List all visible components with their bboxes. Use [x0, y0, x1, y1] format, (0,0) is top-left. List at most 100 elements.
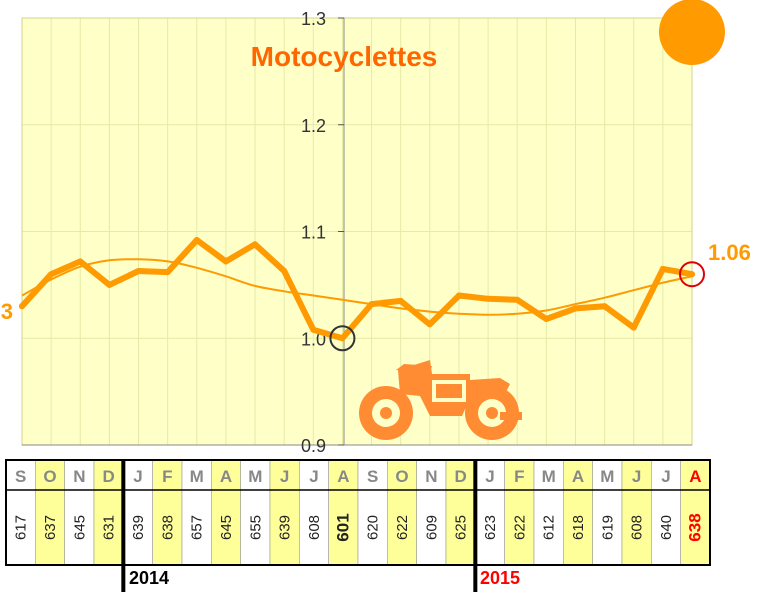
end-marker — [679, 261, 705, 288]
chart-title: Motocyclettes — [251, 41, 438, 72]
month-label: S — [367, 467, 378, 486]
count-label: 655 — [247, 515, 264, 540]
count-label: 608 — [306, 515, 323, 540]
count-cell — [504, 489, 535, 566]
count-label: 622 — [394, 515, 411, 540]
month-label: N — [73, 467, 85, 486]
count-label: 620 — [365, 515, 382, 540]
month-cell — [416, 459, 447, 491]
min-marker — [329, 325, 356, 352]
month-label: M — [542, 467, 556, 486]
month-label: J — [485, 467, 494, 486]
count-label: 639 — [130, 515, 147, 540]
data-point — [222, 258, 229, 265]
data-point — [630, 324, 637, 331]
data-point — [397, 297, 404, 304]
count-label: 608 — [629, 515, 646, 540]
start-value-label: 3 — [1, 299, 13, 324]
data-point — [48, 271, 55, 278]
data-point — [601, 303, 608, 310]
count-label: 631 — [101, 515, 118, 540]
year-label-2014: 2014 — [129, 568, 169, 588]
orange-dot-icon — [659, 0, 725, 65]
count-label: 612 — [541, 515, 558, 540]
count-label: 625 — [453, 515, 470, 540]
grid — [21, 17, 693, 446]
data-point — [281, 267, 288, 274]
month-label: O — [395, 467, 408, 486]
count-label: 601 — [333, 513, 352, 541]
trend-line — [21, 258, 693, 316]
month-label: S — [15, 467, 26, 486]
year-row: 2014 2015 — [129, 568, 520, 588]
motorcycle-icon — [359, 360, 522, 440]
month-cell — [445, 459, 476, 491]
count-label: 638 — [159, 515, 176, 540]
month-label: O — [43, 467, 56, 486]
count-cell — [416, 489, 447, 566]
month-label: A — [220, 467, 232, 486]
data-point — [426, 321, 433, 328]
count-cell — [123, 489, 153, 566]
month-label: F — [514, 467, 524, 486]
month-cell — [592, 459, 623, 491]
count-label: 618 — [570, 515, 587, 540]
month-label: F — [162, 467, 172, 486]
data-point — [77, 258, 84, 265]
count-label: 609 — [423, 515, 440, 540]
data-point — [106, 281, 113, 288]
table-border — [5, 459, 711, 566]
month-cell — [269, 459, 300, 491]
count-label: 639 — [277, 515, 294, 540]
year-label-2015: 2015 — [480, 568, 520, 588]
data-point — [310, 326, 317, 333]
data-point — [485, 295, 492, 302]
month-label: A — [689, 467, 701, 486]
month-cell — [328, 459, 359, 491]
data-point — [339, 335, 346, 342]
count-cell — [35, 489, 65, 566]
count-cell — [592, 489, 623, 566]
month-cell — [621, 459, 652, 491]
count-label: 623 — [482, 515, 499, 540]
count-label: 638 — [685, 513, 704, 541]
month-label: J — [280, 467, 289, 486]
data-point — [572, 305, 579, 312]
month-label: J — [133, 467, 142, 486]
count-cell — [64, 489, 95, 566]
month-label: M — [248, 467, 262, 486]
count-label: 619 — [599, 515, 616, 540]
count-label: 640 — [658, 515, 675, 540]
count-cell — [357, 489, 388, 566]
count-cell — [5, 489, 36, 566]
month-label: J — [632, 467, 641, 486]
data-point — [514, 296, 521, 303]
count-label: 637 — [42, 515, 59, 540]
count-label: 617 — [13, 515, 30, 540]
count-cell — [181, 489, 212, 566]
month-cell — [475, 459, 505, 491]
count-cell — [563, 489, 593, 566]
data-point — [135, 267, 142, 274]
end-value-label: 1.06 — [708, 240, 751, 265]
count-cell — [680, 489, 711, 566]
month-label: M — [600, 467, 614, 486]
month-label: D — [455, 467, 467, 486]
count-label: 622 — [511, 515, 528, 540]
y-tick-label: 1.1 — [301, 223, 326, 243]
month-table: S 617 O 637 N 645 D 631 J 639 F 638 M 657 A 645 M 655 J 639… — [5, 459, 711, 592]
y-ticks: 0.91.01.11.21.3 — [301, 9, 344, 456]
month-cell — [93, 459, 124, 491]
data-point — [164, 269, 171, 276]
series-points — [19, 237, 695, 342]
month-label: J — [309, 467, 318, 486]
y-tick-label: 0.9 — [301, 436, 326, 456]
month-cell — [299, 459, 329, 491]
data-point — [368, 301, 375, 308]
month-label: D — [103, 467, 115, 486]
data-point — [19, 303, 25, 310]
month-label: A — [572, 467, 584, 486]
data-point — [543, 316, 550, 323]
count-label: 645 — [218, 515, 235, 540]
